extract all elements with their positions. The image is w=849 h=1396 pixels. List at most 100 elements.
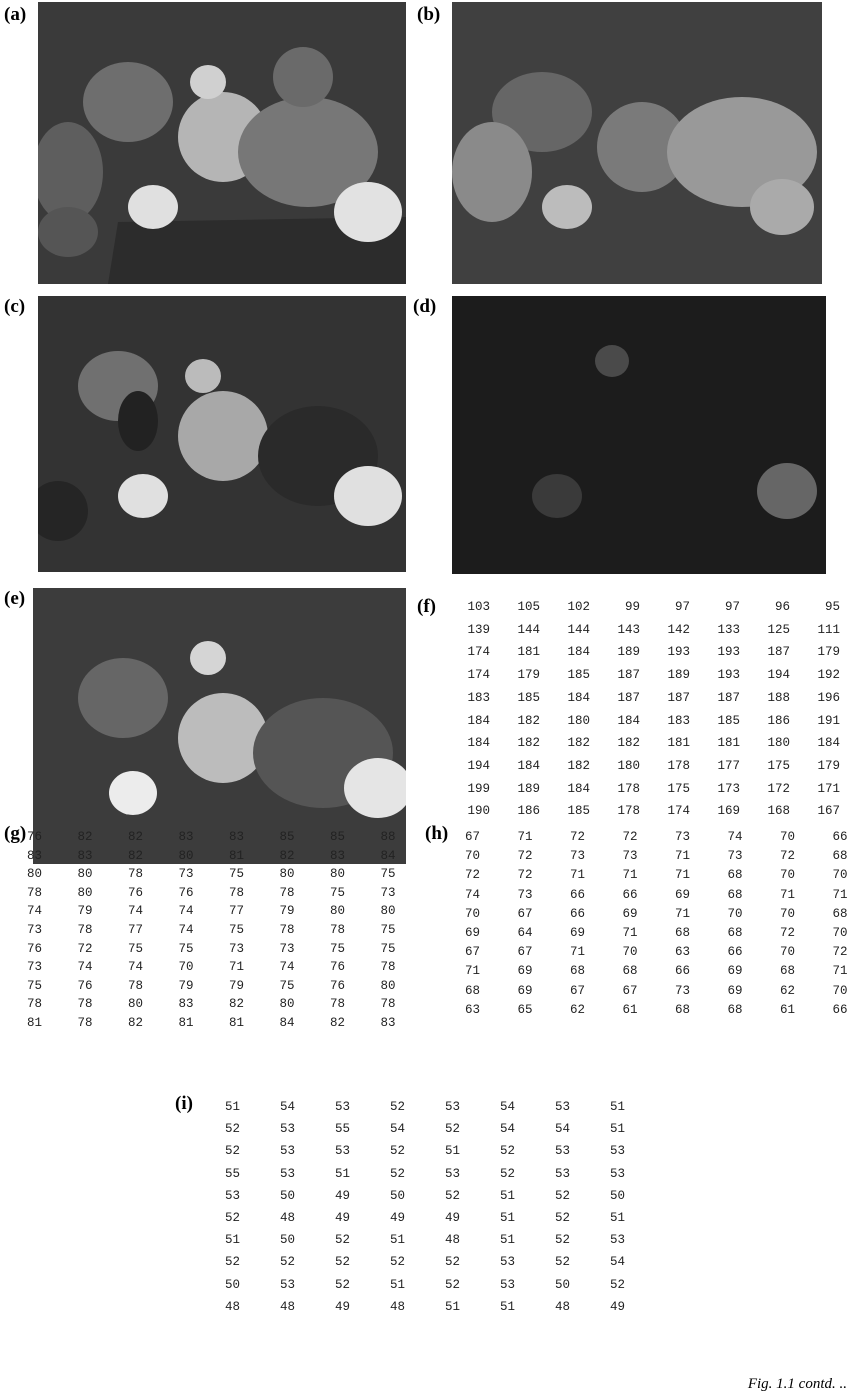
- matrix-value: 75: [103, 942, 143, 956]
- matrix-value: 73: [598, 849, 638, 863]
- matrix-value: 48: [365, 1300, 405, 1314]
- matrix-value: 183: [650, 714, 690, 728]
- matrix-value: 70: [755, 945, 795, 959]
- matrix-value: 72: [598, 830, 638, 844]
- matrix-value: 78: [103, 979, 143, 993]
- matrix-value: 187: [650, 691, 690, 705]
- matrix-value: 53: [530, 1100, 570, 1114]
- matrix-value: 52: [585, 1278, 625, 1292]
- matrix-value: 184: [450, 736, 490, 750]
- matrix-value: 53: [255, 1167, 295, 1181]
- matrix-value: 53: [255, 1278, 295, 1292]
- matrix-value: 186: [500, 804, 540, 818]
- matrix-value: 175: [750, 759, 790, 773]
- matrix-value: 52: [200, 1144, 240, 1158]
- matrix-value: 82: [305, 1016, 345, 1030]
- matrix-value: 78: [103, 867, 143, 881]
- matrix-value: 78: [2, 997, 42, 1011]
- matrix-value: 68: [650, 926, 690, 940]
- matrix-value: 49: [310, 1211, 350, 1225]
- matrix-value: 53: [420, 1167, 460, 1181]
- matrix-value: 82: [103, 849, 143, 863]
- panel-label: (f): [417, 596, 436, 618]
- matrix-value: 74: [154, 904, 194, 918]
- panel-label: (a): [4, 4, 26, 26]
- matrix-value: 183: [450, 691, 490, 705]
- matrix-value: 53: [200, 1189, 240, 1203]
- matrix-value: 83: [2, 849, 42, 863]
- matrix-value: 103: [450, 600, 490, 614]
- matrix-value: 71: [598, 868, 638, 882]
- matrix-value: 52: [365, 1100, 405, 1114]
- matrix-value: 69: [703, 984, 743, 998]
- matrix-value: 51: [200, 1233, 240, 1247]
- matrix-value: 68: [650, 1003, 690, 1017]
- matrix-value: 52: [475, 1144, 515, 1158]
- matrix-value: 65: [493, 1003, 533, 1017]
- matrix-value: 187: [600, 691, 640, 705]
- matrix-value: 185: [550, 804, 590, 818]
- matrix-value: 75: [204, 867, 244, 881]
- matrix-value: 50: [255, 1233, 295, 1247]
- matrix-value: 69: [545, 926, 585, 940]
- matrix-value: 76: [53, 979, 93, 993]
- matrix-value: 70: [440, 907, 480, 921]
- matrix-value: 177: [700, 759, 740, 773]
- matrix-value: 68: [703, 888, 743, 902]
- matrix-value: 52: [530, 1255, 570, 1269]
- matrix-value: 78: [356, 960, 396, 974]
- matrix-value: 79: [53, 904, 93, 918]
- matrix-value: 181: [500, 645, 540, 659]
- panel-label: (i): [175, 1093, 193, 1115]
- matrix-value: 85: [255, 830, 295, 844]
- matrix-value: 83: [204, 830, 244, 844]
- matrix-value: 52: [365, 1255, 405, 1269]
- matrix-value: 48: [530, 1300, 570, 1314]
- matrix-value: 178: [600, 804, 640, 818]
- matrix-value: 73: [493, 888, 533, 902]
- matrix-value: 48: [200, 1300, 240, 1314]
- matrix-value: 187: [750, 645, 790, 659]
- matrix-value: 66: [808, 1003, 848, 1017]
- matrix-value: 184: [800, 736, 840, 750]
- matrix-value: 85: [305, 830, 345, 844]
- matrix-value: 52: [530, 1189, 570, 1203]
- matrix-value: 179: [500, 668, 540, 682]
- matrix-value: 74: [255, 960, 295, 974]
- matrix-value: 83: [154, 830, 194, 844]
- matrix-value: 75: [204, 923, 244, 937]
- matrix-value: 49: [420, 1211, 460, 1225]
- matrix-value: 67: [493, 945, 533, 959]
- matrix-value: 72: [755, 849, 795, 863]
- matrix-value: 194: [750, 668, 790, 682]
- matrix-value: 168: [750, 804, 790, 818]
- matrix-value: 53: [530, 1167, 570, 1181]
- matrix-value: 75: [356, 942, 396, 956]
- matrix-value: 54: [365, 1122, 405, 1136]
- matrix-value: 52: [200, 1211, 240, 1225]
- matrix-value: 52: [310, 1233, 350, 1247]
- matrix-value: 144: [500, 623, 540, 637]
- matrix-value: 62: [545, 1003, 585, 1017]
- matrix-value: 69: [703, 964, 743, 978]
- matrix-value: 80: [53, 886, 93, 900]
- matrix-value: 71: [808, 964, 848, 978]
- matrix-value: 67: [545, 984, 585, 998]
- matrix-value: 182: [600, 736, 640, 750]
- matrix-value: 188: [750, 691, 790, 705]
- matrix-value: 74: [2, 904, 42, 918]
- matrix-value: 71: [545, 868, 585, 882]
- matrix-value: 70: [755, 907, 795, 921]
- matrix-value: 84: [255, 1016, 295, 1030]
- matrix-value: 80: [255, 997, 295, 1011]
- matrix-value: 81: [154, 1016, 194, 1030]
- matrix-value: 68: [703, 926, 743, 940]
- matrix-value: 78: [305, 997, 345, 1011]
- matrix-value: 96: [750, 600, 790, 614]
- matrix-value: 71: [493, 830, 533, 844]
- matrix-value: 105: [500, 600, 540, 614]
- matrix-value: 51: [475, 1189, 515, 1203]
- matrix-value: 193: [700, 668, 740, 682]
- image-a: [38, 2, 406, 284]
- matrix-value: 139: [450, 623, 490, 637]
